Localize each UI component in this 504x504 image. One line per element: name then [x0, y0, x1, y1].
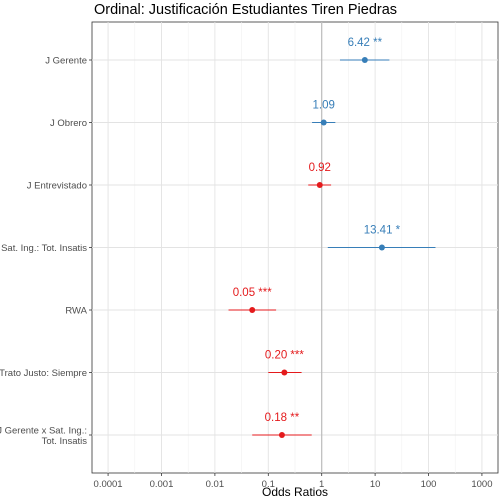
y-term-label: Trato Justo: Siempre [0, 368, 87, 379]
estimate-label: 0.05 *** [233, 287, 273, 299]
x-tick-label: 100 [421, 479, 437, 490]
x-tick-label: 1000 [471, 479, 492, 490]
estimate-point [378, 244, 385, 251]
x-tick-label: 10 [370, 479, 381, 490]
estimate-label: 6.42 ** [348, 37, 383, 49]
y-term-label: J Entrevistado [27, 181, 87, 192]
x-tick-label: 1 [319, 479, 324, 490]
y-term-label: Tot. Insatis [42, 436, 88, 447]
estimate-label: 13.41 * [364, 225, 401, 237]
x-axis-title: Odds Ratios [262, 485, 328, 499]
estimate-label: 0.92 [309, 162, 331, 174]
y-term-label: J Obrero [50, 118, 87, 129]
y-term-label: J Gerente [45, 56, 87, 67]
estimate-label: 0.20 *** [265, 350, 305, 362]
estimate-point [278, 432, 285, 438]
estimate-point [281, 369, 288, 376]
x-tick-label: 0.01 [206, 479, 225, 490]
x-tick-label: 0.0001 [94, 479, 123, 490]
y-term-label: J Gerente x Sat. Ing.: [0, 425, 87, 436]
estimate-point [316, 182, 323, 188]
x-tick-label: 0.001 [150, 479, 174, 490]
estimate-point [361, 57, 368, 63]
x-tick-label: 0.1 [262, 479, 275, 490]
estimate-label: 1.09 [313, 100, 335, 112]
chart-title: Ordinal: Justificación Estudiantes Tiren… [94, 2, 398, 18]
estimate-label: 0.18 ** [265, 412, 300, 424]
y-term-label: RWA [65, 306, 87, 317]
estimate-point [320, 119, 327, 126]
y-term-label: Sat. Ing.: Tot. Insatis [1, 243, 87, 254]
estimate-point [249, 307, 256, 313]
